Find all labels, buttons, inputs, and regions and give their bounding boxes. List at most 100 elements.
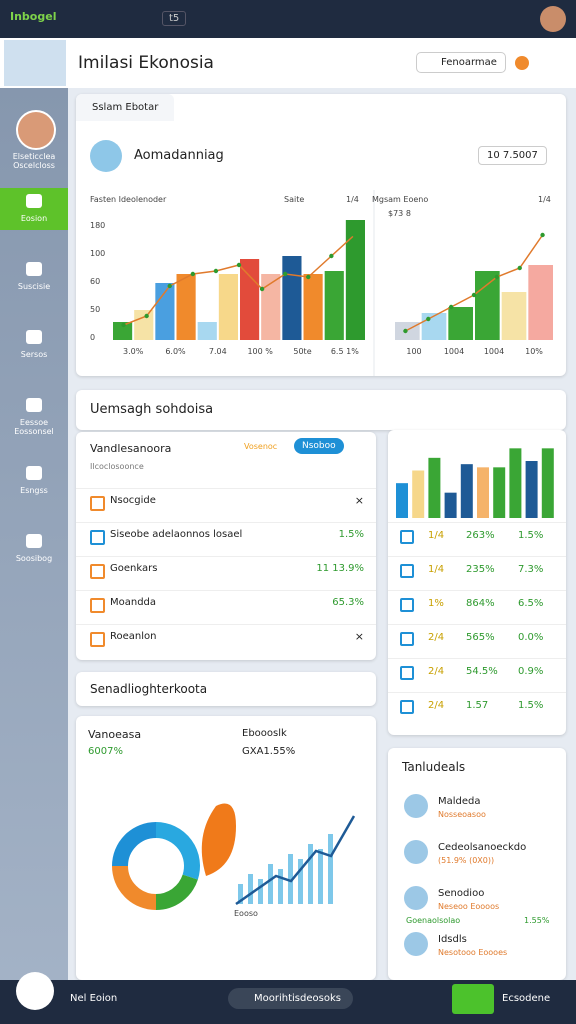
cell: 0.9%: [518, 666, 544, 677]
nav-item[interactable]: Soosibog: [15, 554, 53, 563]
nav-icon[interactable]: [26, 262, 42, 276]
nav-item[interactable]: Eosion: [20, 214, 48, 223]
deals-card: Tanludeals Maldeda Nosseoasoo Cedeolsanoec…: [388, 748, 566, 980]
action-button[interactable]: [452, 984, 494, 1014]
line-point: [213, 268, 219, 274]
value: GXA1.55%: [242, 746, 296, 757]
avatar[interactable]: [16, 972, 54, 1010]
period-select[interactable]: 10 7.5007: [478, 146, 547, 165]
nav-item[interactable]: Sersos: [20, 350, 48, 359]
heading: Aomadanniag: [134, 148, 224, 163]
x-tick-label: 10%: [525, 347, 543, 356]
bar: [113, 322, 133, 340]
y-tick-label: 0: [90, 333, 95, 342]
donut-segment: [155, 822, 200, 880]
bar: [282, 256, 302, 340]
avatar: [404, 840, 428, 864]
bar: [541, 448, 554, 518]
nav-icon[interactable]: [26, 466, 42, 480]
row-label[interactable]: Goenkars: [110, 563, 158, 574]
bar: [412, 470, 425, 518]
deal-name[interactable]: Cedeolsanoeckdo: [438, 842, 527, 853]
bar: [238, 884, 243, 904]
nav-item[interactable]: Suscisie: [17, 282, 51, 291]
nav-item[interactable]: Esngss: [20, 486, 48, 495]
avatar: [404, 886, 428, 910]
row-divider: [388, 658, 566, 659]
line-point: [329, 253, 334, 259]
bar: [176, 274, 196, 340]
line-point: [121, 322, 126, 328]
bar: [261, 274, 281, 340]
donut-segment: [112, 822, 157, 867]
cell: 0.0%: [518, 632, 544, 643]
line-point: [167, 283, 172, 289]
nav-item[interactable]: Eessoe Eossonsel: [14, 418, 54, 436]
trend-card: Vanoeasa 6007% Eboooslk GXA1.55% Eooso: [76, 716, 376, 980]
cell: 1/4: [428, 530, 445, 541]
donut-segment: [112, 865, 157, 910]
mini-card: 1/4 263% 1.5% 1/4 235% 7.3% 1% 864% 6.5% 2/4 565% 0…: [388, 430, 566, 735]
bar: [475, 271, 500, 340]
row-label[interactable]: Nsocgide: [110, 495, 156, 506]
y-tick-label: 180: [90, 221, 105, 230]
row-label[interactable]: Moandda: [110, 597, 157, 608]
line-point: [540, 232, 545, 238]
bar: [218, 274, 238, 340]
deal-value: 1.55%: [524, 916, 550, 925]
nav-icon[interactable]: [26, 534, 42, 548]
nav-icon[interactable]: [26, 398, 42, 412]
deal-name[interactable]: Maldeda: [438, 796, 481, 807]
deal-name[interactable]: Senodioo: [438, 888, 485, 899]
close-icon[interactable]: ×: [354, 630, 364, 643]
overview-card: Sslam Ebotar Aomadanniag 10 7.5007 3.0% 6…: [76, 94, 566, 376]
bar: [308, 844, 313, 904]
tab[interactable]: Sslam Ebotar: [76, 94, 175, 121]
shape: [201, 803, 236, 876]
notification[interactable]: [515, 56, 529, 70]
avatar[interactable]: [540, 6, 566, 32]
row-icon: [400, 530, 414, 544]
user-name: Elseticclea Oscelcloss: [12, 152, 56, 170]
user-avatar[interactable]: [16, 110, 56, 150]
nav-icon[interactable]: [26, 330, 42, 344]
bar: [477, 467, 489, 518]
row-label[interactable]: Roeanlon: [110, 631, 157, 642]
menu-button[interactable]: [4, 40, 66, 86]
chart-title: Fasten Ideolenoder: [90, 195, 167, 204]
row-divider: [76, 556, 376, 557]
bar: [525, 461, 538, 518]
row-divider: [388, 556, 566, 557]
caption: Eooso: [234, 909, 258, 918]
deal-name[interactable]: Idsdls: [438, 934, 467, 945]
pill[interactable]: Nsoboo: [294, 438, 344, 454]
bar: [528, 265, 553, 340]
center-button[interactable]: Moorihtisdeosoks: [228, 988, 353, 1009]
y-tick-label: 100: [90, 249, 105, 258]
charts: 3.0% 6.0% 7.04 100 % 50te 6.5 1% Fasten Ideole…: [90, 190, 553, 376]
cell: 864%: [466, 598, 495, 609]
close-icon[interactable]: ×: [354, 494, 364, 507]
header: Imilasi Ekonosia Fenoarmae: [0, 38, 576, 88]
bar: [298, 859, 303, 904]
deal-note: Goenaolsolao: [406, 916, 461, 925]
deal-sub: (51.9% (0X0)): [438, 856, 495, 865]
row-icon: [400, 700, 414, 714]
cell: 565%: [466, 632, 495, 643]
row-divider: [388, 590, 566, 591]
tab[interactable]: t5: [162, 11, 187, 26]
row-label[interactable]: Siseobe adelaonnos losael: [110, 529, 243, 540]
bar: [444, 492, 457, 518]
logo[interactable]: Inbogel: [10, 10, 57, 23]
line-point: [403, 328, 408, 334]
bar: [268, 864, 273, 904]
bar: [134, 310, 154, 340]
row-divider: [76, 590, 376, 591]
note: Ilcoclosoonce: [90, 462, 144, 471]
nav-icon[interactable]: [26, 194, 42, 208]
line-point: [306, 274, 311, 280]
search[interactable]: Fenoarmae: [416, 52, 506, 73]
label: Eboooslk: [242, 728, 287, 739]
page-title: Imilasi Ekonosia: [78, 53, 214, 73]
x-tick-label: 7.04: [209, 347, 227, 356]
